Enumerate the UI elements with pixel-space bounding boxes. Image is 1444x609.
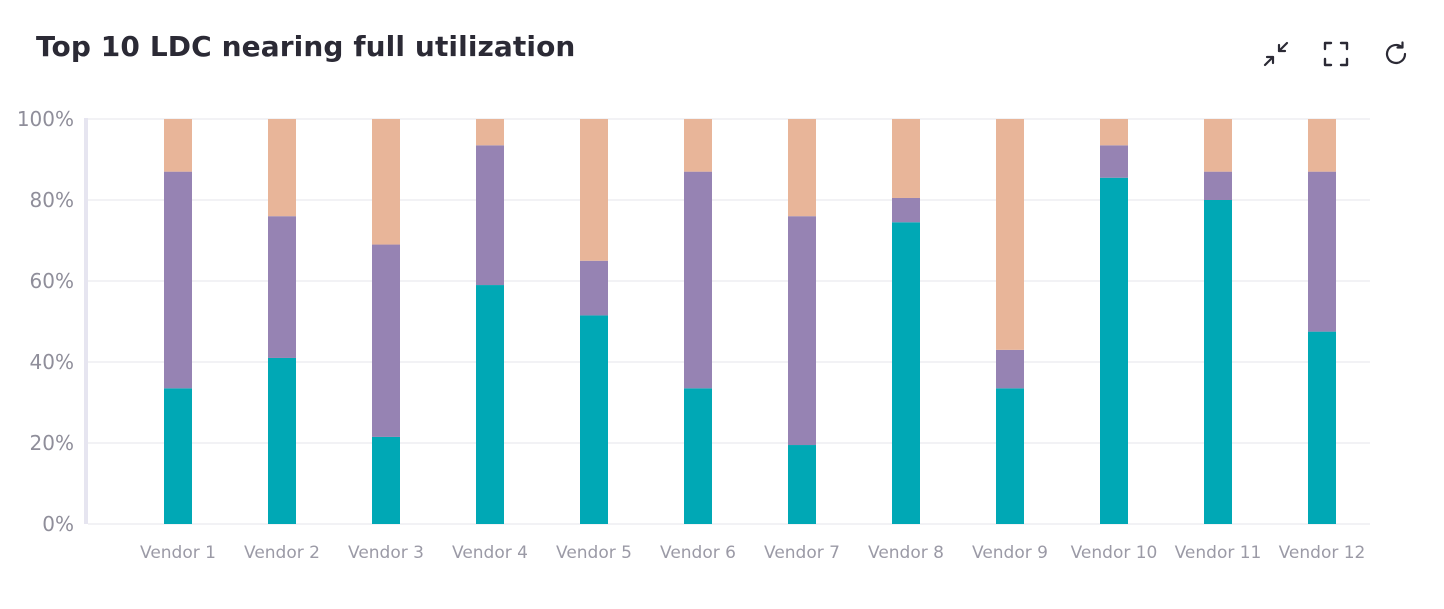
bar-segment[interactable] bbox=[372, 119, 400, 245]
x-tick-label: Vendor 8 bbox=[868, 543, 944, 563]
bar-segment[interactable] bbox=[1100, 119, 1128, 146]
bar-segment[interactable] bbox=[1204, 119, 1232, 172]
bar-segment[interactable] bbox=[164, 171, 192, 389]
x-tick-label: Vendor 5 bbox=[556, 543, 632, 563]
refresh-button[interactable] bbox=[1378, 36, 1414, 72]
y-axis-line bbox=[84, 118, 88, 524]
bar-segment[interactable] bbox=[1308, 171, 1336, 332]
refresh-icon bbox=[1385, 41, 1407, 65]
x-tick-label: Vendor 11 bbox=[1175, 543, 1262, 563]
bar-segment[interactable] bbox=[1100, 177, 1128, 524]
bar-segment[interactable] bbox=[476, 285, 504, 524]
bar-segment[interactable] bbox=[892, 222, 920, 524]
x-tick-label: Vendor 12 bbox=[1279, 543, 1366, 563]
bar-segment[interactable] bbox=[996, 349, 1024, 389]
y-tick-label: 40% bbox=[30, 350, 74, 374]
bar-segment[interactable] bbox=[996, 119, 1024, 350]
bar-segment[interactable] bbox=[684, 388, 712, 524]
bar-segment[interactable] bbox=[580, 119, 608, 261]
bar-segment[interactable] bbox=[1100, 145, 1128, 178]
bar-segment[interactable] bbox=[1204, 200, 1232, 524]
bar-segment[interactable] bbox=[372, 436, 400, 524]
bar-segment[interactable] bbox=[268, 119, 296, 217]
bar-segment[interactable] bbox=[164, 388, 192, 524]
bar-segment[interactable] bbox=[476, 119, 504, 146]
bar-segment[interactable] bbox=[580, 315, 608, 524]
x-tick-label: Vendor 7 bbox=[764, 543, 840, 563]
bar-segment[interactable] bbox=[372, 244, 400, 437]
x-tick-label: Vendor 10 bbox=[1071, 543, 1158, 563]
x-tick-label: Vendor 4 bbox=[452, 543, 528, 563]
x-tick-label: Vendor 2 bbox=[244, 543, 320, 563]
bar-segment[interactable] bbox=[996, 388, 1024, 524]
grid-layer bbox=[84, 118, 1370, 525]
chart-title: Top 10 LDC nearing full utilization bbox=[36, 30, 576, 63]
y-tick-label: 20% bbox=[30, 431, 74, 455]
bar-segment[interactable] bbox=[788, 216, 816, 446]
chart-toolbar bbox=[1258, 36, 1414, 72]
bar-segment[interactable] bbox=[580, 260, 608, 316]
bar-segment[interactable] bbox=[684, 119, 712, 172]
bar-segment[interactable] bbox=[476, 145, 504, 286]
bar-segment[interactable] bbox=[1308, 119, 1336, 172]
bar-segment[interactable] bbox=[1204, 171, 1232, 200]
bars-layer bbox=[164, 119, 1336, 524]
y-tick-label: 0% bbox=[42, 512, 74, 536]
x-tick-label: Vendor 6 bbox=[660, 543, 736, 563]
x-tick-label: Vendor 9 bbox=[972, 543, 1048, 563]
y-tick-label: 60% bbox=[30, 269, 74, 293]
collapse-button[interactable] bbox=[1258, 36, 1294, 72]
bar-segment[interactable] bbox=[892, 119, 920, 198]
bar-segment[interactable] bbox=[268, 357, 296, 524]
y-tick-label: 100% bbox=[17, 107, 74, 131]
labels-layer: 0% 20% 40% 60% 80% 100% Vendor 1 Vendor 2 Vendor… bbox=[17, 107, 1366, 563]
bar-segment[interactable] bbox=[268, 216, 296, 358]
collapse-arrows-icon bbox=[1263, 41, 1289, 67]
x-tick-label: Vendor 1 bbox=[140, 543, 216, 563]
bar-segment[interactable] bbox=[1308, 331, 1336, 524]
bar-segment[interactable] bbox=[892, 197, 920, 223]
y-tick-label: 80% bbox=[30, 188, 74, 212]
bar-segment[interactable] bbox=[788, 119, 816, 217]
bar-segment[interactable] bbox=[788, 445, 816, 524]
fullscreen-corners-icon bbox=[1323, 41, 1349, 67]
fullscreen-button[interactable] bbox=[1318, 36, 1354, 72]
bar-segment[interactable] bbox=[164, 119, 192, 172]
bar-segment[interactable] bbox=[684, 171, 712, 389]
x-tick-label: Vendor 3 bbox=[348, 543, 424, 563]
